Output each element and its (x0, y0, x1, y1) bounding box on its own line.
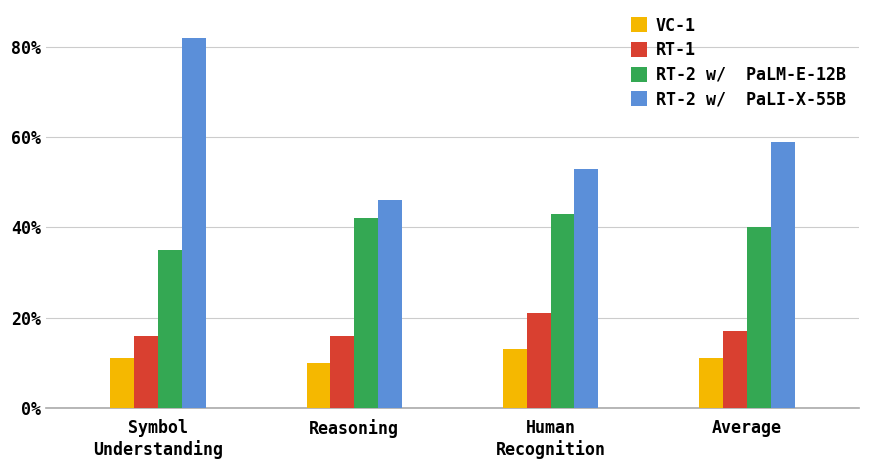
Bar (770, 142, 793, 408)
Bar (110, 358, 134, 408)
Bar (306, 363, 330, 408)
Legend: VC-1, RT-1, RT-2 w/  PaLM-E-12B, RT-2 w/  PaLI-X-55B: VC-1, RT-1, RT-2 w/ PaLM-E-12B, RT-2 w/ … (625, 11, 850, 114)
Bar (330, 336, 354, 408)
Bar (182, 38, 205, 408)
Bar (378, 200, 401, 408)
Bar (722, 331, 746, 408)
Bar (134, 336, 158, 408)
Bar (526, 313, 550, 408)
Bar (746, 227, 770, 408)
Bar (574, 169, 598, 408)
Bar (699, 358, 722, 408)
Bar (158, 250, 182, 408)
Bar (550, 214, 574, 408)
Bar (502, 349, 526, 408)
Bar (354, 219, 378, 408)
